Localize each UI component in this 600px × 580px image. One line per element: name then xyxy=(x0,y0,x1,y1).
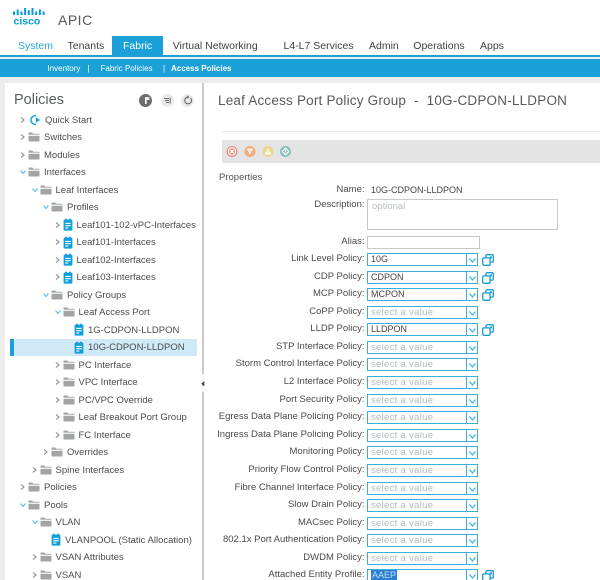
svg-text:cisco: cisco xyxy=(13,16,40,27)
